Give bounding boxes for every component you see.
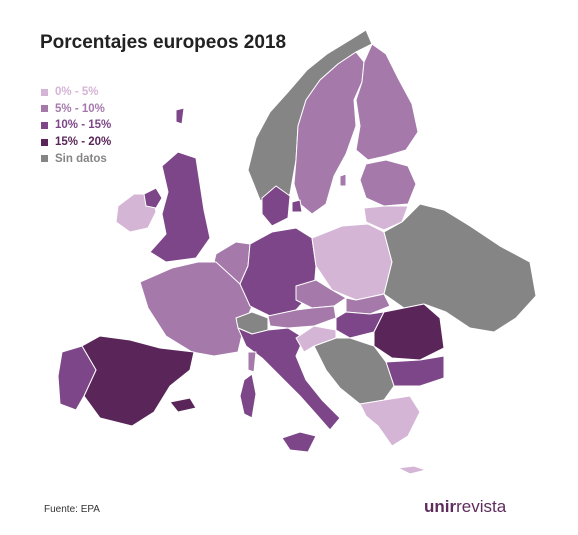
legend-item: 15% - 20% [41,134,111,151]
legend-swatch [41,88,48,96]
region-sweden [293,51,365,215]
region-balearic-islands [169,397,197,413]
region-romania [373,303,445,361]
legend-label: 5% - 10% [55,102,105,115]
legend-label: Sin datos [55,152,107,165]
region-portugal [57,345,97,411]
region-united-kingdom [149,151,211,263]
region-sicily [281,431,317,453]
region-baltics [359,159,417,207]
legend-item: Sin datos [41,150,111,167]
legend-item: 10% - 15% [41,117,111,134]
region-crete [397,465,427,475]
source-note: Fuente: EPA [44,504,100,515]
unir-revista-logo: unirrevista [424,497,506,517]
region-northern-ireland [143,187,163,209]
legend-swatch [41,105,48,113]
logo-regular-part: revista [456,497,507,516]
legend-label: 15% - 20% [55,136,112,149]
region-czechia [295,279,347,309]
region-spain [81,335,195,427]
region-greece [359,395,421,447]
logo-bold-part: unir [424,497,457,516]
legend-swatch [41,138,48,146]
legend-item: 5% - 10% [41,101,111,118]
legend: 0% - 5% 5% - 10% 10% - 15% 15% - 20% Sin… [41,84,111,167]
region-sardinia [239,373,257,419]
legend-swatch [41,155,48,163]
region-gotland [339,173,347,187]
region-slovenia-croatia [295,325,337,353]
legend-swatch [41,121,48,129]
region-bulgaria [385,355,445,387]
legend-item: 0% - 5% [41,84,111,101]
region-balkans [313,337,395,405]
region-shetland [175,107,185,125]
region-corsica [247,351,257,373]
map-title: Porcentajes europeos 2018 [40,32,287,53]
region-zealand [291,199,303,213]
legend-label: 0% - 5% [55,86,99,99]
region-denmark [261,185,291,227]
region-italy [237,327,341,431]
legend-label: 10% - 15% [55,119,112,132]
region-finland [355,43,419,161]
region-belarus-ukraine [383,203,537,333]
